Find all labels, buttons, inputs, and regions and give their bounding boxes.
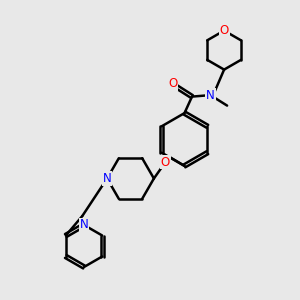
- Text: N: N: [103, 172, 112, 185]
- Text: O: O: [168, 76, 177, 90]
- Text: N: N: [206, 88, 215, 102]
- Text: O: O: [220, 24, 229, 37]
- Text: N: N: [80, 218, 88, 232]
- Text: O: O: [161, 155, 170, 169]
